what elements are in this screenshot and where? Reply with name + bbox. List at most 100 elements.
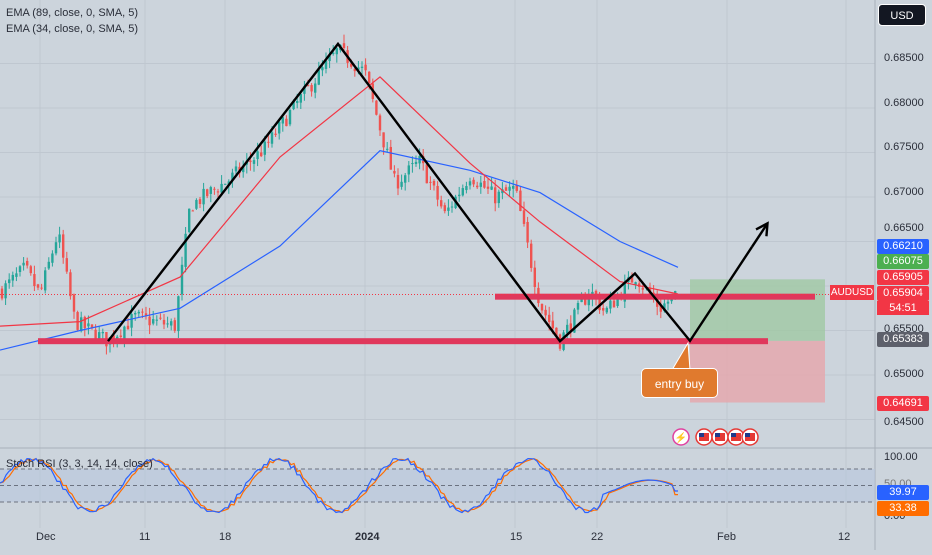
candles [0,34,677,355]
target-arrow-shaft [750,222,769,248]
candle-body [472,179,475,185]
candle-body [173,320,176,331]
candle-body [90,324,94,328]
candle-body [242,166,245,173]
date-label: Dec [36,531,56,543]
candle-body [483,181,486,188]
candle-body [188,208,191,233]
candle-body [443,205,446,212]
candle-body [130,314,133,328]
candle-body [368,71,371,84]
candle-body [328,55,331,62]
candle-body [87,323,90,327]
candle-body [195,199,198,209]
candle-body [396,174,400,189]
candle-body [458,194,461,197]
candle-body [8,279,11,284]
candle-body [584,298,587,305]
candle-body [126,325,130,330]
legend-ema-fast[interactable]: EMA (34, close, 0, SMA, 5) [6,23,139,35]
candle-body [602,307,605,311]
price-axis-label: 0.68500 [884,52,924,64]
candle-body [155,319,158,321]
candle-body [0,288,4,299]
candle-body [630,276,634,283]
candle-body [400,181,403,187]
us-flag-canton [745,433,750,437]
price-tag-ema34: 0.65905 [877,270,929,285]
candle-body [202,188,205,205]
candle-body [112,335,115,342]
rsi-k-value: 39.97 [877,485,929,500]
candle-body [54,242,58,254]
candle-body [616,296,619,307]
candle-body [494,187,497,204]
candle-body [33,274,36,287]
rsi-d-value: 33.38 [877,501,929,516]
candle-body [479,182,482,187]
candle-body [468,181,472,186]
date-label: 22 [591,531,604,543]
date-label: 15 [510,531,523,543]
candle-body [184,233,187,267]
candle-body [386,148,389,150]
candle-body [137,311,140,314]
lightning-glyph: ⚡ [675,431,687,444]
candle-body [641,288,644,290]
candle-body [180,264,184,295]
candle-body [566,324,569,334]
candle-body [249,160,252,163]
candle-body [98,332,101,341]
candle-body [425,164,428,184]
date-label: 2024 [355,531,380,543]
candle-body [26,260,29,266]
price-axis-label: 0.68000 [884,97,924,109]
candle-body [324,60,328,69]
candle-body [508,186,511,191]
candle-body [612,300,616,308]
candle-body [605,307,608,313]
candle-body [321,67,324,71]
candle-body [263,141,266,155]
candle-body [429,181,432,183]
candle-body [299,94,302,103]
candle-body [440,200,443,207]
candle-body [378,115,382,131]
candle-body [306,85,310,87]
price-tag-ema89: 0.66210 [877,239,929,254]
symbol-label: AUDUSD [830,285,874,300]
candle-body [274,133,277,135]
candle-body [69,272,72,297]
legend-ema-slow[interactable]: EMA (89, close, 0, SMA, 5) [6,7,139,19]
candle-body [15,273,18,277]
candle-body [497,191,500,204]
callout-pointer [671,341,691,371]
candle-body [310,85,313,92]
candle-body [101,331,104,334]
candle-body [72,294,76,312]
stoch-rsi-legend[interactable]: Stoch RSI (3, 3, 14, 14, close) [6,458,153,470]
candle-body [526,221,529,243]
entry-buy-callout[interactable]: entry buy [641,368,718,398]
candle-body [533,267,536,287]
candle-body [407,165,410,175]
candle-body [303,86,306,94]
candle-body [213,188,216,190]
candle-body [353,68,356,72]
candle-body [666,301,670,304]
candle-body [198,199,202,204]
candle-body [465,186,468,191]
candle-body [288,109,292,125]
candle-body [393,170,396,174]
ema34-line [0,76,679,327]
price-tag-entry: 0.65383 [877,332,929,347]
candle-body [144,313,148,316]
bar-countdown: 54:51 [877,301,929,315]
candle-body [224,183,227,185]
candle-body [47,261,50,269]
candle-body [234,166,238,172]
currency-button[interactable]: USD [878,4,926,26]
candle-body [332,52,335,54]
price-axis-label: 0.67500 [884,141,924,153]
candle-body [18,266,22,272]
